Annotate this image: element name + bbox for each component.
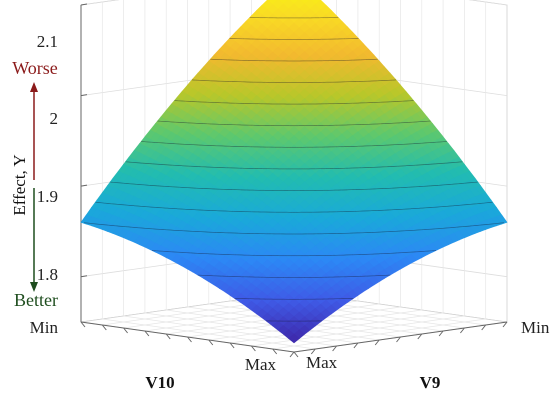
x-tick (374, 339, 380, 346)
surface-patch (288, 333, 300, 344)
worse-arrow-head (30, 82, 38, 92)
z-tick (80, 184, 88, 187)
z-tick-label: 1.8 (37, 265, 58, 284)
y-axis: Min Max V10 (30, 318, 277, 392)
surface-plot (80, 0, 508, 344)
z-tick-label: 2 (50, 109, 59, 128)
x-axis-title: V9 (420, 373, 441, 392)
better-annotation: Better (14, 290, 58, 310)
z-tick (80, 3, 88, 6)
z-axis: 1.8 1.9 2 2.1 Effect, Y Worse Better (10, 32, 58, 310)
y-tick (187, 336, 192, 343)
y-axis-title: V10 (145, 373, 174, 392)
x-axis: Max Min V9 (306, 318, 550, 392)
z-tick (80, 94, 88, 97)
z-tick-label: 1.9 (37, 187, 58, 206)
x-tick-label-min: Min (521, 318, 550, 337)
x-tick (396, 336, 401, 343)
y-tick-label-max: Max (245, 355, 277, 374)
better-arrow-head (30, 282, 38, 292)
y-tick (272, 348, 278, 355)
y-tick (123, 327, 128, 334)
y-tick (165, 333, 171, 340)
axes: 1.8 1.9 2 2.1 Effect, Y Worse Better Min… (10, 32, 550, 392)
y-tick (251, 345, 256, 352)
x-tick-label-max: Max (306, 353, 338, 372)
worse-annotation: Worse (12, 58, 58, 78)
x-tick (332, 345, 337, 352)
y-tick (101, 324, 107, 331)
x-tick (417, 333, 423, 340)
y-tick (80, 321, 86, 328)
z-axis-label: Effect, Y (10, 154, 29, 215)
z-tick (80, 275, 88, 278)
x-tick (481, 324, 487, 331)
y-tick (293, 351, 299, 358)
z-tick-label: 2.1 (37, 32, 58, 51)
y-tick (229, 342, 235, 349)
y-tick (208, 339, 214, 346)
x-tick (310, 348, 316, 355)
x-tick (289, 351, 295, 358)
x-tick (353, 342, 359, 349)
y-tick (144, 330, 150, 337)
x-tick (460, 327, 465, 334)
x-tick (502, 321, 508, 328)
y-tick-label-min: Min (30, 318, 59, 337)
x-tick (438, 330, 444, 337)
